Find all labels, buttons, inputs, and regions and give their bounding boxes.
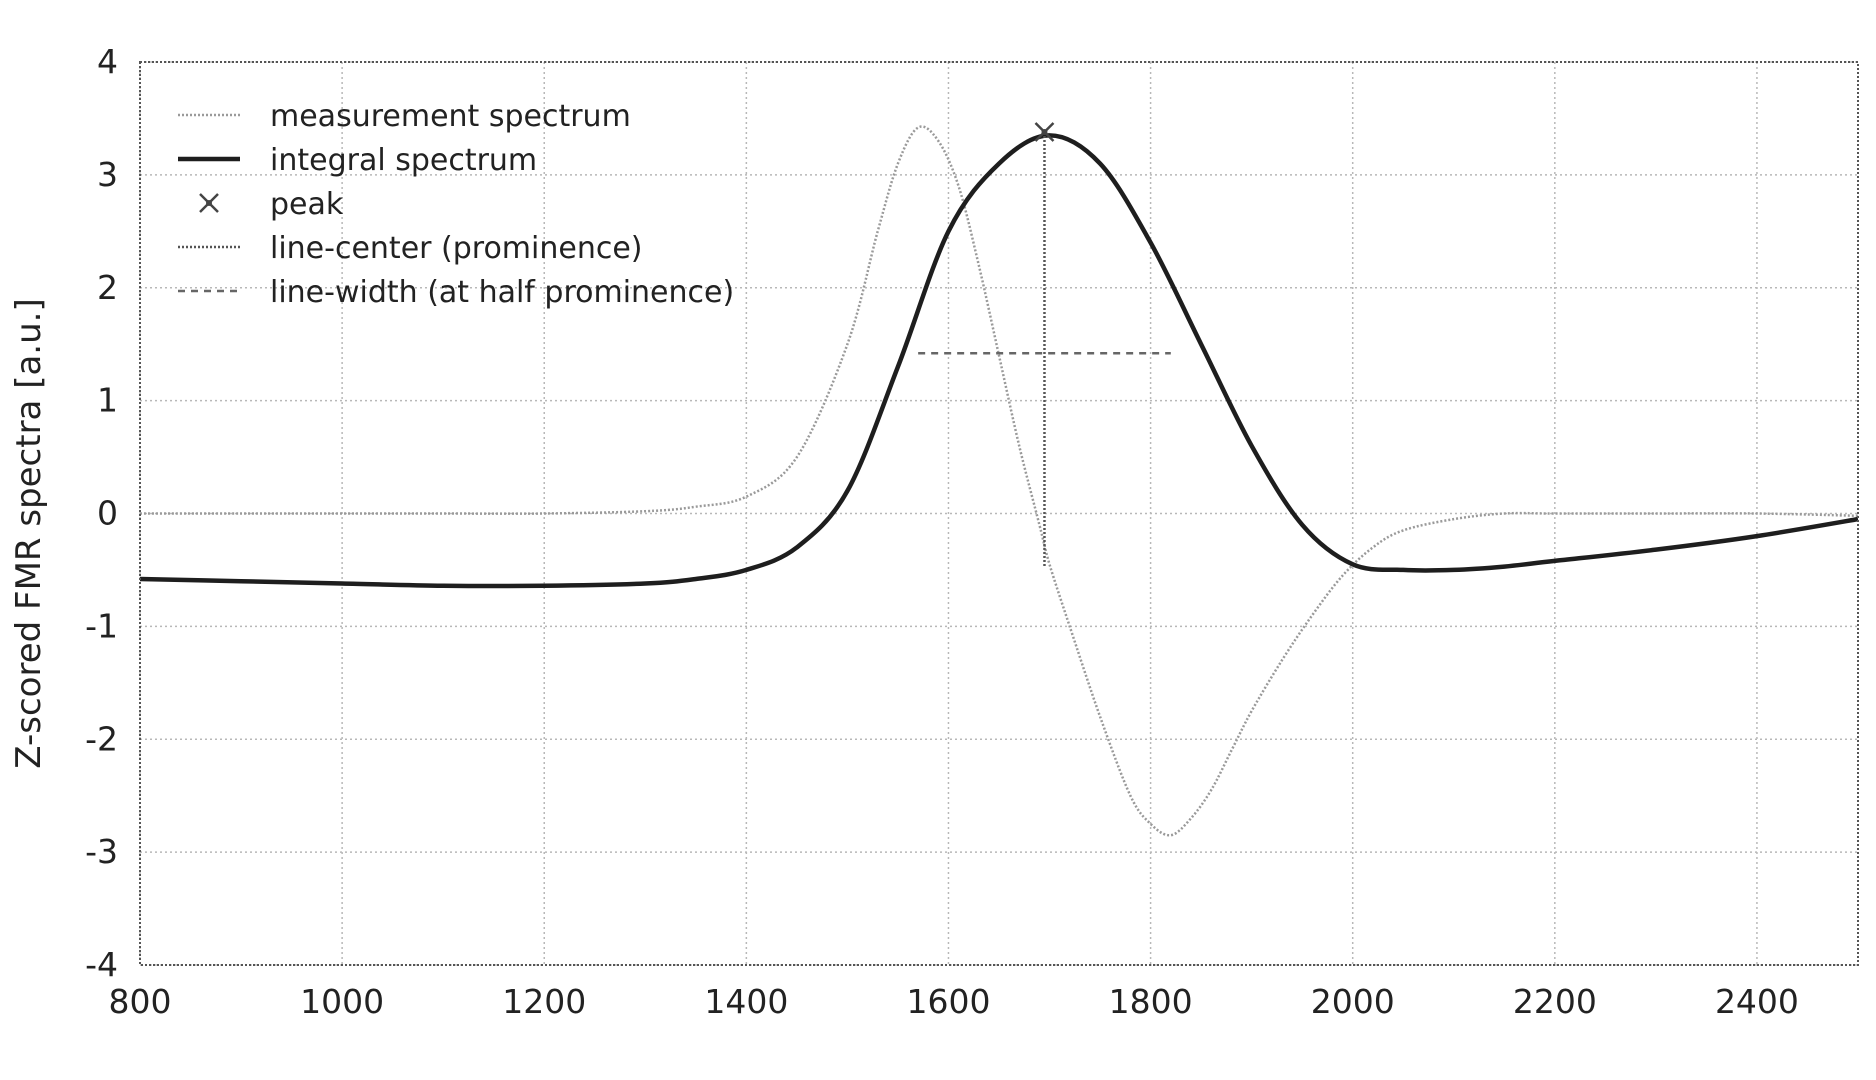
tick-labels: 800 1000 1200 1400 1600 1800 2000 2200 2400 4 3 2 1 0… [85,42,1799,1021]
x-tick-label-1200: 1200 [502,982,586,1021]
legend-label-0: measurement spectrum [270,99,631,134]
y-tick-label-3: 3 [97,155,118,194]
series-line-integral-spectrum [139,133,1859,589]
legend-item-2: peak [199,187,344,222]
y-tick-label-2: 2 [97,268,118,307]
x-tick-label-1800: 1800 [1109,982,1193,1021]
peak-marker [1034,122,1055,142]
legend: measurement spectrum integral spectrum pea… [178,99,734,310]
grid [139,61,1858,966]
legend-item-1: integral spectrum [178,143,537,178]
legend-label-4: line-width (at half prominence) [270,275,734,310]
y-tick-label--3: -3 [85,832,118,871]
x-tick-label-1600: 1600 [906,982,990,1021]
x-tick-label-2200: 2200 [1513,982,1597,1021]
legend-item-0: measurement spectrum [178,99,631,134]
y-tick-label--4: -4 [85,945,118,984]
legend-label-3: line-center (prominence) [270,231,643,266]
annotations [918,122,1171,568]
legend-item-4: line-width (at half prominence) [178,275,734,310]
y-tick-label-4: 4 [97,42,118,81]
x-tick-label-1000: 1000 [300,982,384,1021]
legend-label-1: integral spectrum [270,143,537,178]
y-tick-label-0: 0 [97,494,118,533]
x-tick-label-800: 800 [109,982,172,1021]
x-tick-label-2000: 2000 [1311,982,1395,1021]
y-tick-label-1: 1 [97,381,118,420]
y-axis-title: Z-scored FMR spectra [a.u.] [9,298,49,768]
legend-item-3: line-center (prominence) [178,231,643,266]
y-tick-label--2: -2 [85,719,118,758]
plot-frame [139,61,1859,966]
legend-swatch [199,193,219,213]
x-tick-label-2400: 2400 [1715,982,1799,1021]
legend-label-2: peak [270,187,344,222]
x-tick-label-1400: 1400 [704,982,788,1021]
y-tick-label--1: -1 [85,606,118,645]
